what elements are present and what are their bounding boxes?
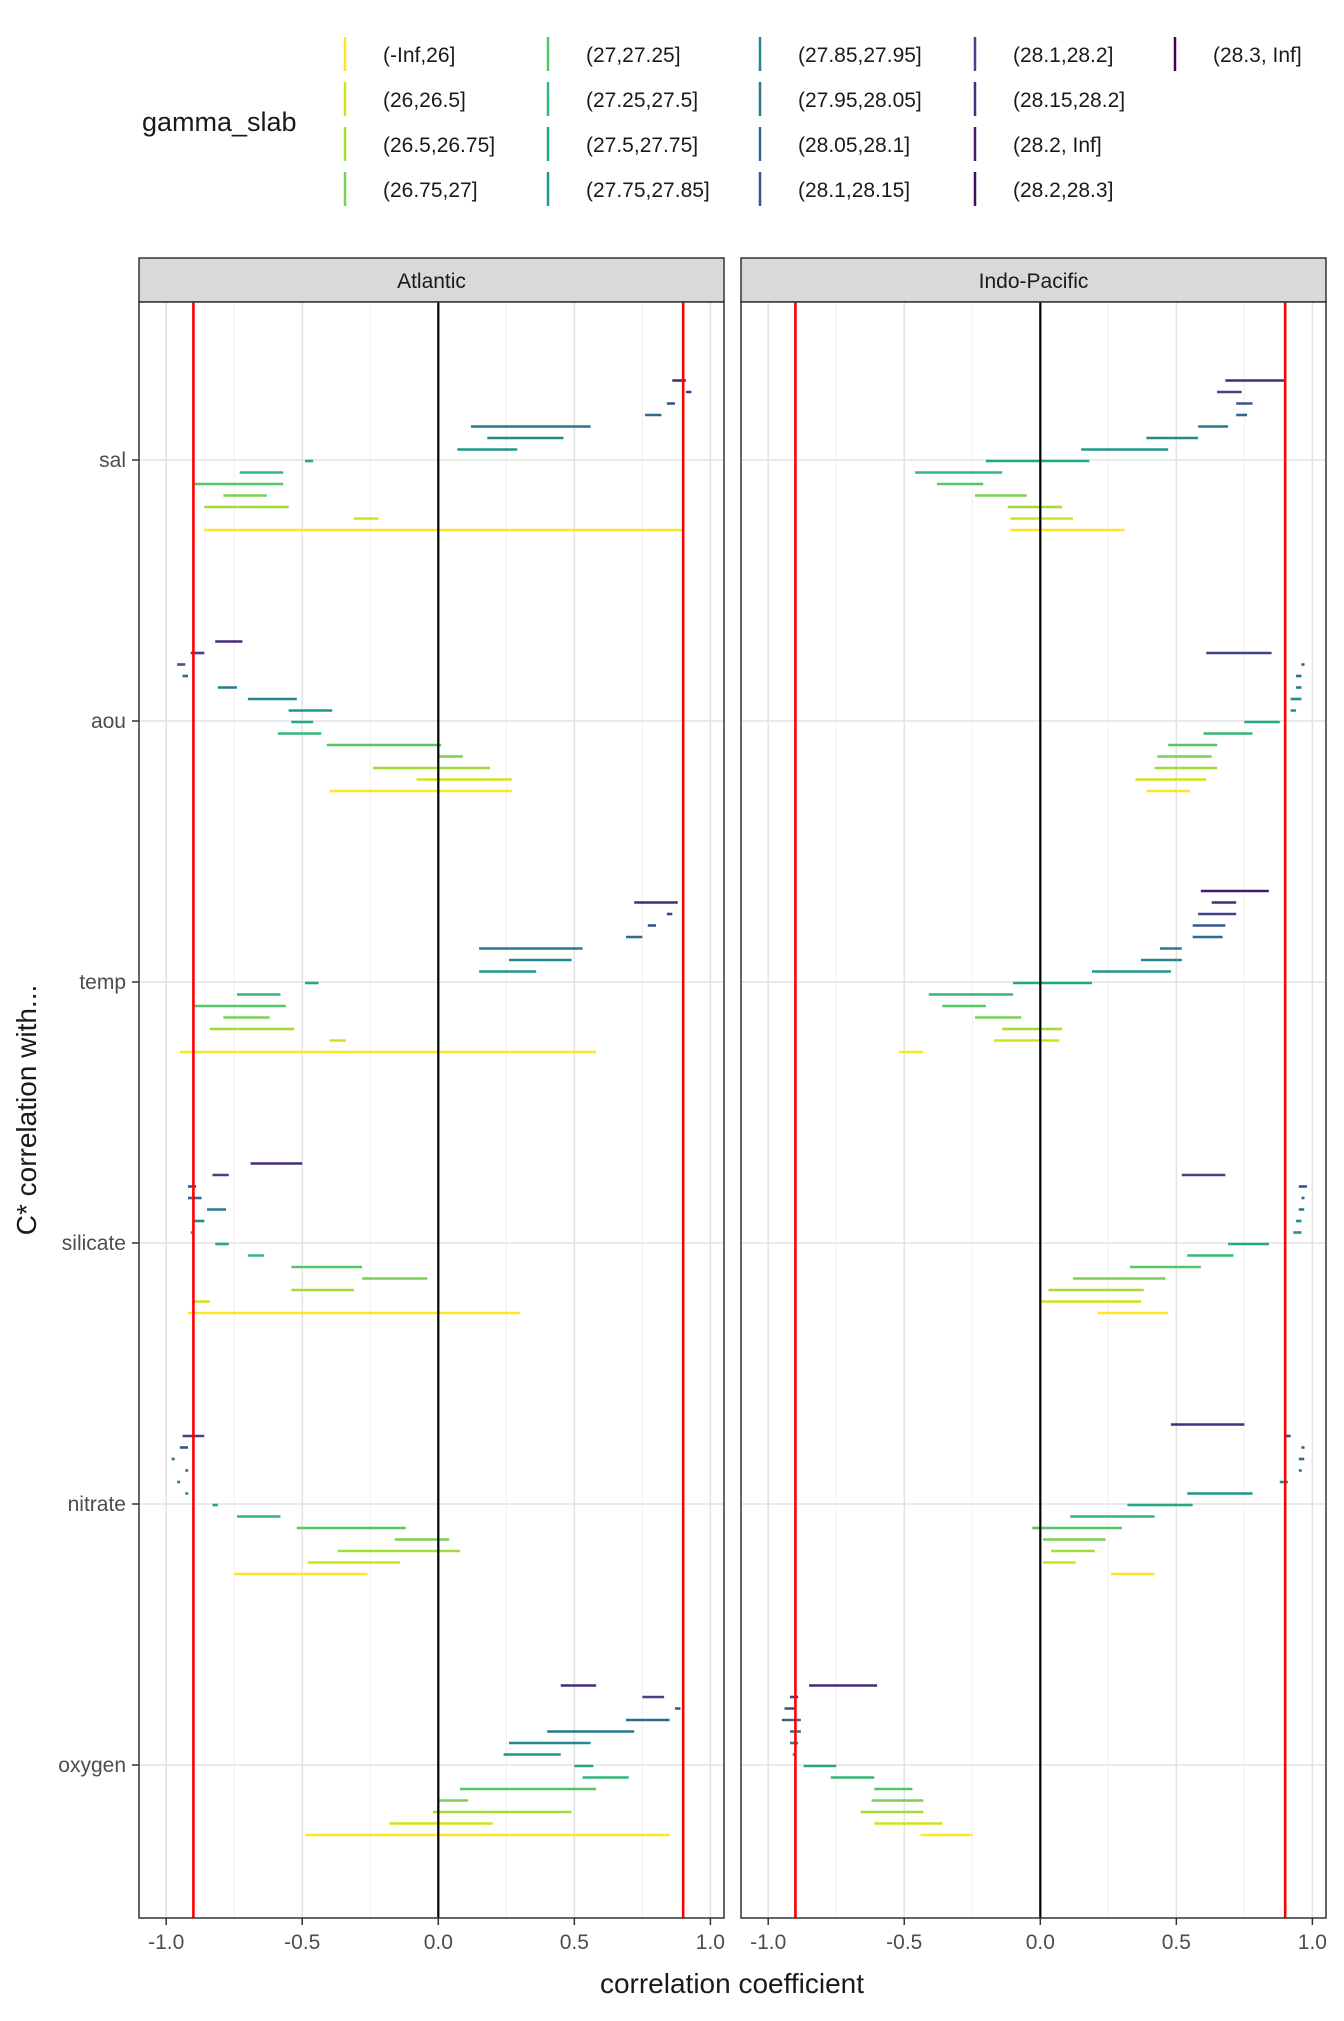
x-tick-label: 0.0 — [424, 1931, 453, 1954]
panel-indo-pacific: Indo-Pacific -1.0 -0.5 0.0 0.5 1.0 — [740, 257, 1327, 1954]
legend-label-inf-26: (-Inf,26] — [383, 44, 455, 67]
legend-label-28-05-28-1: (28.05,28.1] — [798, 134, 910, 157]
y-axis-title: C* correlation with... — [11, 985, 42, 1236]
panel-border-atlantic — [138, 301, 725, 1919]
legend-label-26-5-26-75: (26.5,26.75] — [383, 134, 495, 157]
y-tick-label-sal: sal — [99, 449, 126, 472]
legend-label-28-2-inf: (28.2, Inf] — [1013, 134, 1102, 157]
y-tick-label-nitrate: nitrate — [68, 1493, 126, 1516]
y-tick-label-silicate: silicate — [62, 1232, 126, 1255]
panel-strip-atlantic — [138, 257, 725, 303]
legend-label-26-75-27: (26.75,27] — [383, 179, 478, 202]
x-tick-label: 0.5 — [560, 1931, 589, 1954]
legend-label-27-75-27-85: (27.75,27.85] — [586, 179, 710, 202]
legend: gamma_slab (-Inf,26] (26,26.5] (26.5,26.75… — [142, 37, 1302, 206]
legend-label-28-1-28-2: (28.1,28.2] — [1013, 44, 1113, 67]
x-tick-label: -1.0 — [750, 1931, 786, 1954]
legend-label-27-5-27-75: (27.5,27.75] — [586, 134, 698, 157]
legend-label-28-2-28-3: (28.2,28.3] — [1013, 179, 1113, 202]
legend-label-27-95-28-05: (27.95,28.05] — [798, 89, 922, 112]
x-axis-title: correlation coefficient — [600, 1968, 864, 1999]
x-tick-label: 0.5 — [1162, 1931, 1191, 1954]
plot-area-indo-pacific — [741, 302, 1326, 1918]
panel-border-indo-pacific — [740, 301, 1327, 1919]
legend-title: gamma_slab — [142, 107, 297, 137]
y-tick-label-temp: temp — [79, 971, 126, 994]
y-tick-label-aou: aou — [91, 710, 126, 733]
x-tick-label: -0.5 — [284, 1931, 320, 1954]
plot-area-atlantic — [139, 302, 724, 1918]
legend-label-28-15-28-2: (28.15,28.2] — [1013, 89, 1125, 112]
panel-title-atlantic: Atlantic — [397, 270, 466, 293]
legend-label-26-26-5: (26,26.5] — [383, 89, 466, 112]
legend-label-27-25-27-5: (27.25,27.5] — [586, 89, 698, 112]
x-tick-label: 0.0 — [1026, 1931, 1055, 1954]
x-tick-label: 1.0 — [696, 1931, 725, 1954]
x-tick-label: -0.5 — [886, 1931, 922, 1954]
legend-label-28-3-inf: (28.3, Inf] — [1213, 44, 1302, 67]
panel-atlantic: Atlantic -1.0 -0.5 0.0 0.5 1.0 — [138, 257, 725, 1954]
legend-label-28-1-28-15: (28.1,28.15] — [798, 179, 910, 202]
legend-label-27-27-25: (27,27.25] — [586, 44, 681, 67]
x-tick-label: -1.0 — [148, 1931, 184, 1954]
panel-title-indo-pacific: Indo-Pacific — [979, 270, 1089, 293]
x-tick-label: 1.0 — [1298, 1931, 1327, 1954]
panel-strip-indo-pacific — [740, 257, 1327, 303]
y-tick-label-oxygen: oxygen — [58, 1754, 126, 1777]
legend-label-27-85-27-95: (27.85,27.95] — [798, 44, 922, 67]
